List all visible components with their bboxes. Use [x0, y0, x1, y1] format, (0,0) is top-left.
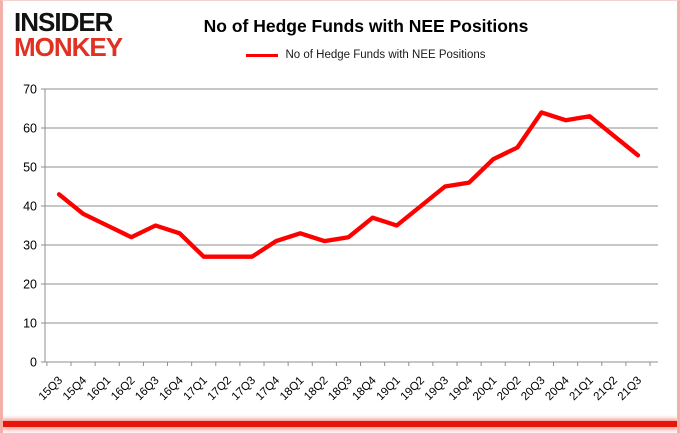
data-line-nee-positions — [56, 110, 641, 259]
x-axis-label: 16Q1 — [85, 375, 113, 403]
chart-legend: No of Hedge Funds with NEE Positions — [52, 49, 680, 61]
x-axis-label: 20Q1 — [471, 375, 499, 403]
x-axis-label: 18Q1 — [278, 375, 306, 403]
x-axis-label: 20Q3 — [519, 375, 547, 403]
x-axis-label: 20Q4 — [543, 374, 572, 403]
x-axis-label: 21Q3 — [616, 375, 644, 403]
x-axis-label: 21Q2 — [592, 375, 620, 403]
x-axis-label: 21Q1 — [567, 375, 595, 403]
x-axis-label: 17Q1 — [181, 375, 209, 403]
legend-label: No of Hedge Funds with NEE Positions — [285, 49, 486, 61]
x-axis-label: 19Q3 — [423, 375, 451, 403]
x-axis-label: 20Q2 — [495, 375, 523, 403]
y-axis-label: 20 — [23, 278, 37, 292]
x-axis-label: 16Q2 — [109, 375, 137, 403]
chart-header: No of Hedge Funds with NEE Positions No … — [0, 0, 680, 61]
logo-line1: INSIDER — [14, 7, 113, 37]
x-axis-label: 17Q3 — [230, 375, 258, 403]
x-axis-label: 17Q2 — [206, 375, 234, 403]
x-axis-label: 19Q1 — [374, 375, 402, 403]
x-axis-label: 19Q4 — [447, 374, 476, 403]
bottom-accent-bar — [1, 421, 679, 427]
x-axis-label: 18Q3 — [326, 375, 354, 403]
y-axis-label: 70 — [23, 83, 37, 97]
insider-monkey-logo: INSIDER MONKEY — [14, 7, 123, 62]
y-axis-label: 40 — [23, 200, 37, 214]
y-axis-label: 60 — [23, 122, 37, 136]
legend-line-icon — [246, 53, 279, 57]
y-axis-label: 50 — [23, 161, 37, 175]
x-axis-label: 18Q2 — [302, 375, 330, 403]
x-axis-label: 17Q4 — [254, 374, 283, 403]
y-axis-label: 0 — [30, 356, 37, 370]
x-axis-label: 16Q4 — [157, 374, 186, 403]
logo-line2: MONKEY — [14, 32, 123, 62]
x-axis-label: 16Q3 — [133, 375, 161, 403]
y-axis-label: 30 — [23, 239, 37, 253]
y-axis-label: 10 — [23, 317, 37, 331]
x-axis-label: 18Q4 — [350, 374, 379, 403]
x-axis-label: 15Q3 — [37, 375, 65, 403]
x-axis-label: 19Q2 — [399, 375, 427, 403]
chart-title: No of Hedge Funds with NEE Positions — [203, 16, 529, 36]
x-axis-label: 15Q4 — [61, 374, 90, 403]
